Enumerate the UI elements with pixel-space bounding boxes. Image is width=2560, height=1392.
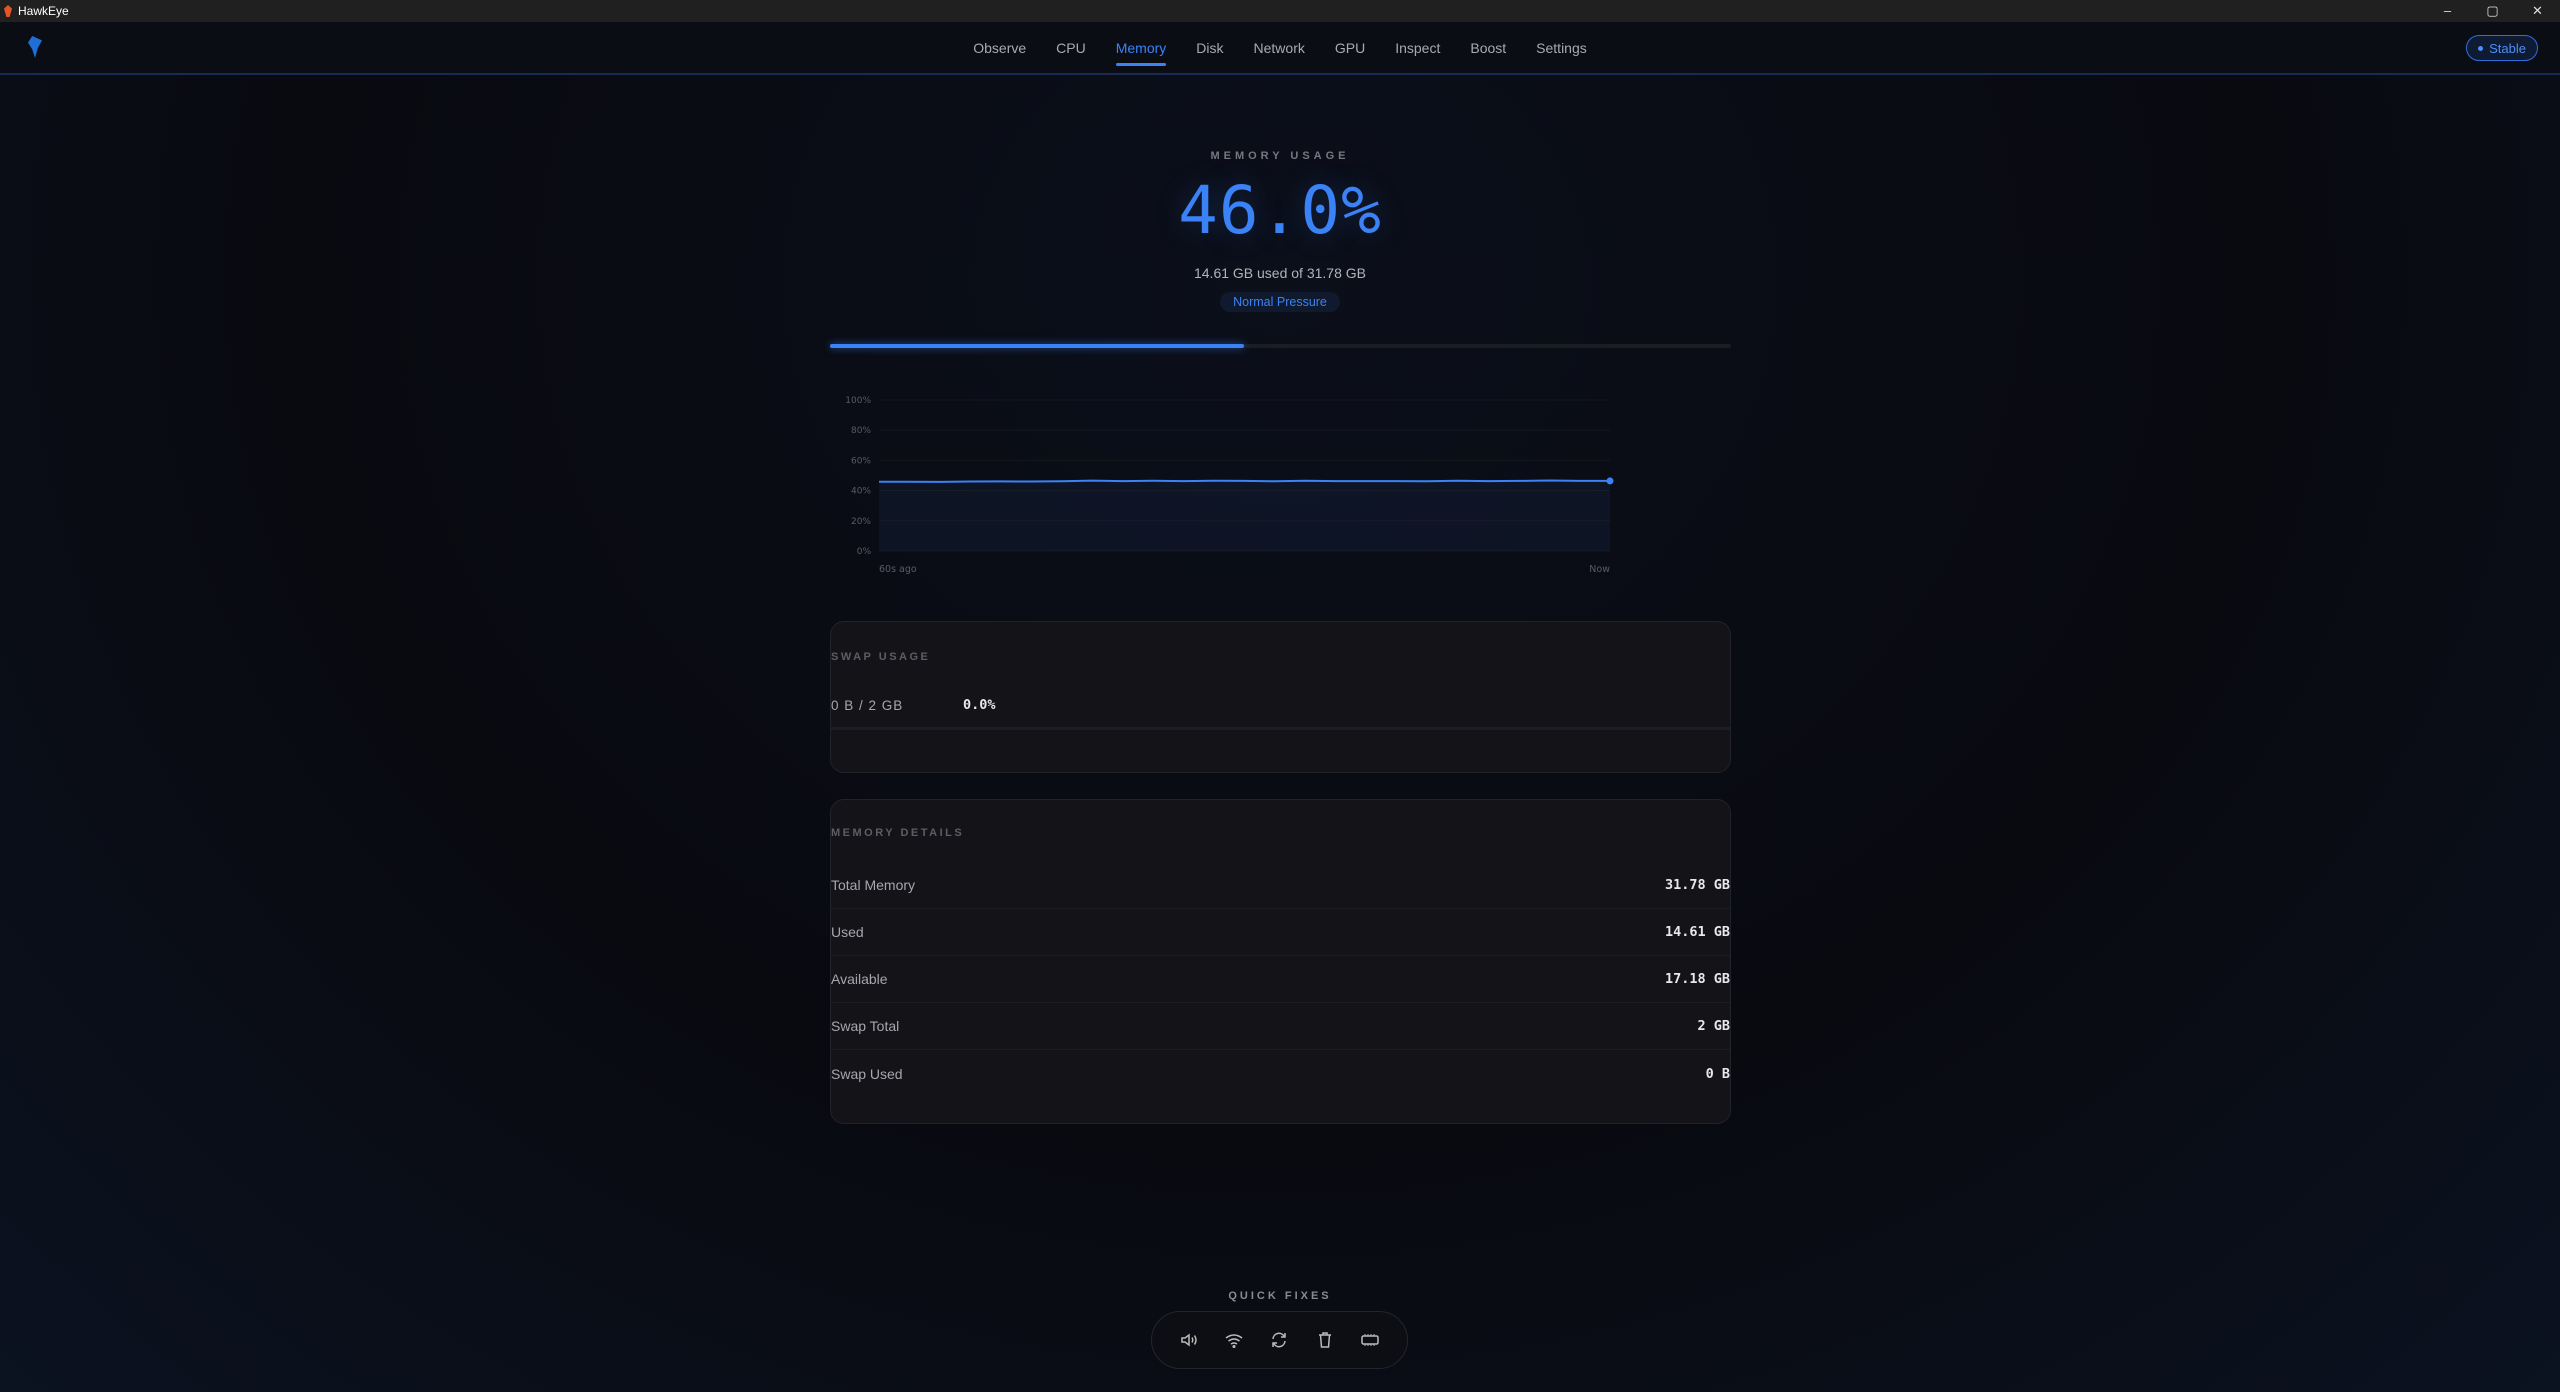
y-tick-label: 60% <box>851 456 871 466</box>
swap-amount: 0 B / 2 GB <box>831 698 904 713</box>
detail-value: 17.18 GB <box>1664 971 1730 987</box>
top-nav: Observe CPU Memory Disk Network GPU Insp… <box>0 22 2560 75</box>
speaker-icon[interactable] <box>1177 1328 1201 1352</box>
detail-label: Used <box>831 924 864 940</box>
memory-chip-icon[interactable] <box>1358 1328 1382 1352</box>
close-button[interactable]: ✕ <box>2532 3 2543 18</box>
x-tick-label: 60s ago <box>879 564 917 575</box>
y-tick-label: 0% <box>857 547 872 557</box>
trash-icon[interactable] <box>1313 1328 1337 1352</box>
memory-used-detail: 14.61 GB used of 31.78 GB <box>1193 265 1366 281</box>
quick-fixes-bar <box>1151 1311 1408 1369</box>
tab-settings[interactable]: Settings <box>1536 39 1587 56</box>
tab-observe[interactable]: Observe <box>973 39 1027 56</box>
pressure-badge: Normal Pressure <box>1220 292 1340 312</box>
detail-row-available: Available 17.18 GB <box>831 956 1730 1003</box>
detail-value: 31.78 GB <box>1664 877 1730 893</box>
detail-value: 0 B <box>1705 1065 1730 1082</box>
memory-percent: 46.0% <box>1178 172 1382 249</box>
y-tick-label: 80% <box>851 426 871 436</box>
detail-label: Swap Total <box>831 1018 900 1034</box>
x-tick-label: Now <box>1589 564 1610 575</box>
chart-area-fill <box>879 480 1610 551</box>
detail-label: Swap Used <box>831 1065 903 1082</box>
detail-label: Available <box>831 971 888 987</box>
tab-inspect[interactable]: Inspect <box>1395 39 1441 56</box>
title-bar: HawkEye – ▢ ✕ <box>0 0 2560 22</box>
memory-progress-bar <box>830 344 1731 348</box>
refresh-icon[interactable] <box>1267 1328 1291 1352</box>
maximize-button[interactable]: ▢ <box>2486 3 2499 18</box>
app-icon <box>4 5 12 17</box>
memory-details-card: MEMORY DETAILS Total Memory 31.78 GB Used… <box>830 799 1731 1124</box>
swap-usage-title: SWAP USAGE <box>831 651 931 663</box>
detail-label: Total Memory <box>831 877 916 893</box>
wifi-icon[interactable] <box>1222 1328 1246 1352</box>
memory-details-title: MEMORY DETAILS <box>831 827 965 839</box>
tab-gpu[interactable]: GPU <box>1334 39 1366 56</box>
status-label: Stable <box>2489 40 2526 56</box>
tab-cpu[interactable]: CPU <box>1056 39 1086 56</box>
window-title: HawkEye <box>18 4 69 18</box>
memory-history-chart: 100% 80% 60% 40% 20% 0% 60s ago Now <box>845 396 1614 575</box>
chart-latest-point <box>1606 477 1614 485</box>
swap-percent: 0.0% <box>963 697 996 713</box>
tab-memory[interactable]: Memory <box>1115 39 1167 66</box>
detail-value: 2 GB <box>1697 1018 1730 1034</box>
detail-value: 14.61 GB <box>1664 924 1730 940</box>
tab-network[interactable]: Network <box>1253 39 1305 56</box>
minimize-button[interactable]: – <box>2443 3 2452 18</box>
status-dot-icon <box>2478 45 2484 51</box>
memory-usage-label: MEMORY USAGE <box>1210 150 1350 162</box>
swap-usage-card: SWAP USAGE 0 B / 2 GB 0.0% <box>830 621 1731 773</box>
tab-disk[interactable]: Disk <box>1196 39 1224 56</box>
detail-row-swap-total: Swap Total 2 GB <box>831 1003 1730 1050</box>
detail-row-total: Total Memory 31.78 GB <box>831 862 1730 909</box>
tab-boost[interactable]: Boost <box>1470 39 1507 56</box>
status-badge[interactable]: Stable <box>2466 35 2538 61</box>
swap-progress-bar <box>831 727 1730 730</box>
chart-series-line <box>879 479 1610 483</box>
detail-row-used: Used 14.61 GB <box>831 909 1730 956</box>
y-tick-label: 100% <box>845 396 871 406</box>
detail-row-swap-used: Swap Used 0 B <box>831 1050 1730 1097</box>
y-tick-label: 20% <box>851 517 871 527</box>
memory-progress-fill <box>830 344 1245 348</box>
y-tick-label: 40% <box>851 487 871 497</box>
quick-fixes-label: QUICK FIXES <box>1228 1290 1332 1302</box>
